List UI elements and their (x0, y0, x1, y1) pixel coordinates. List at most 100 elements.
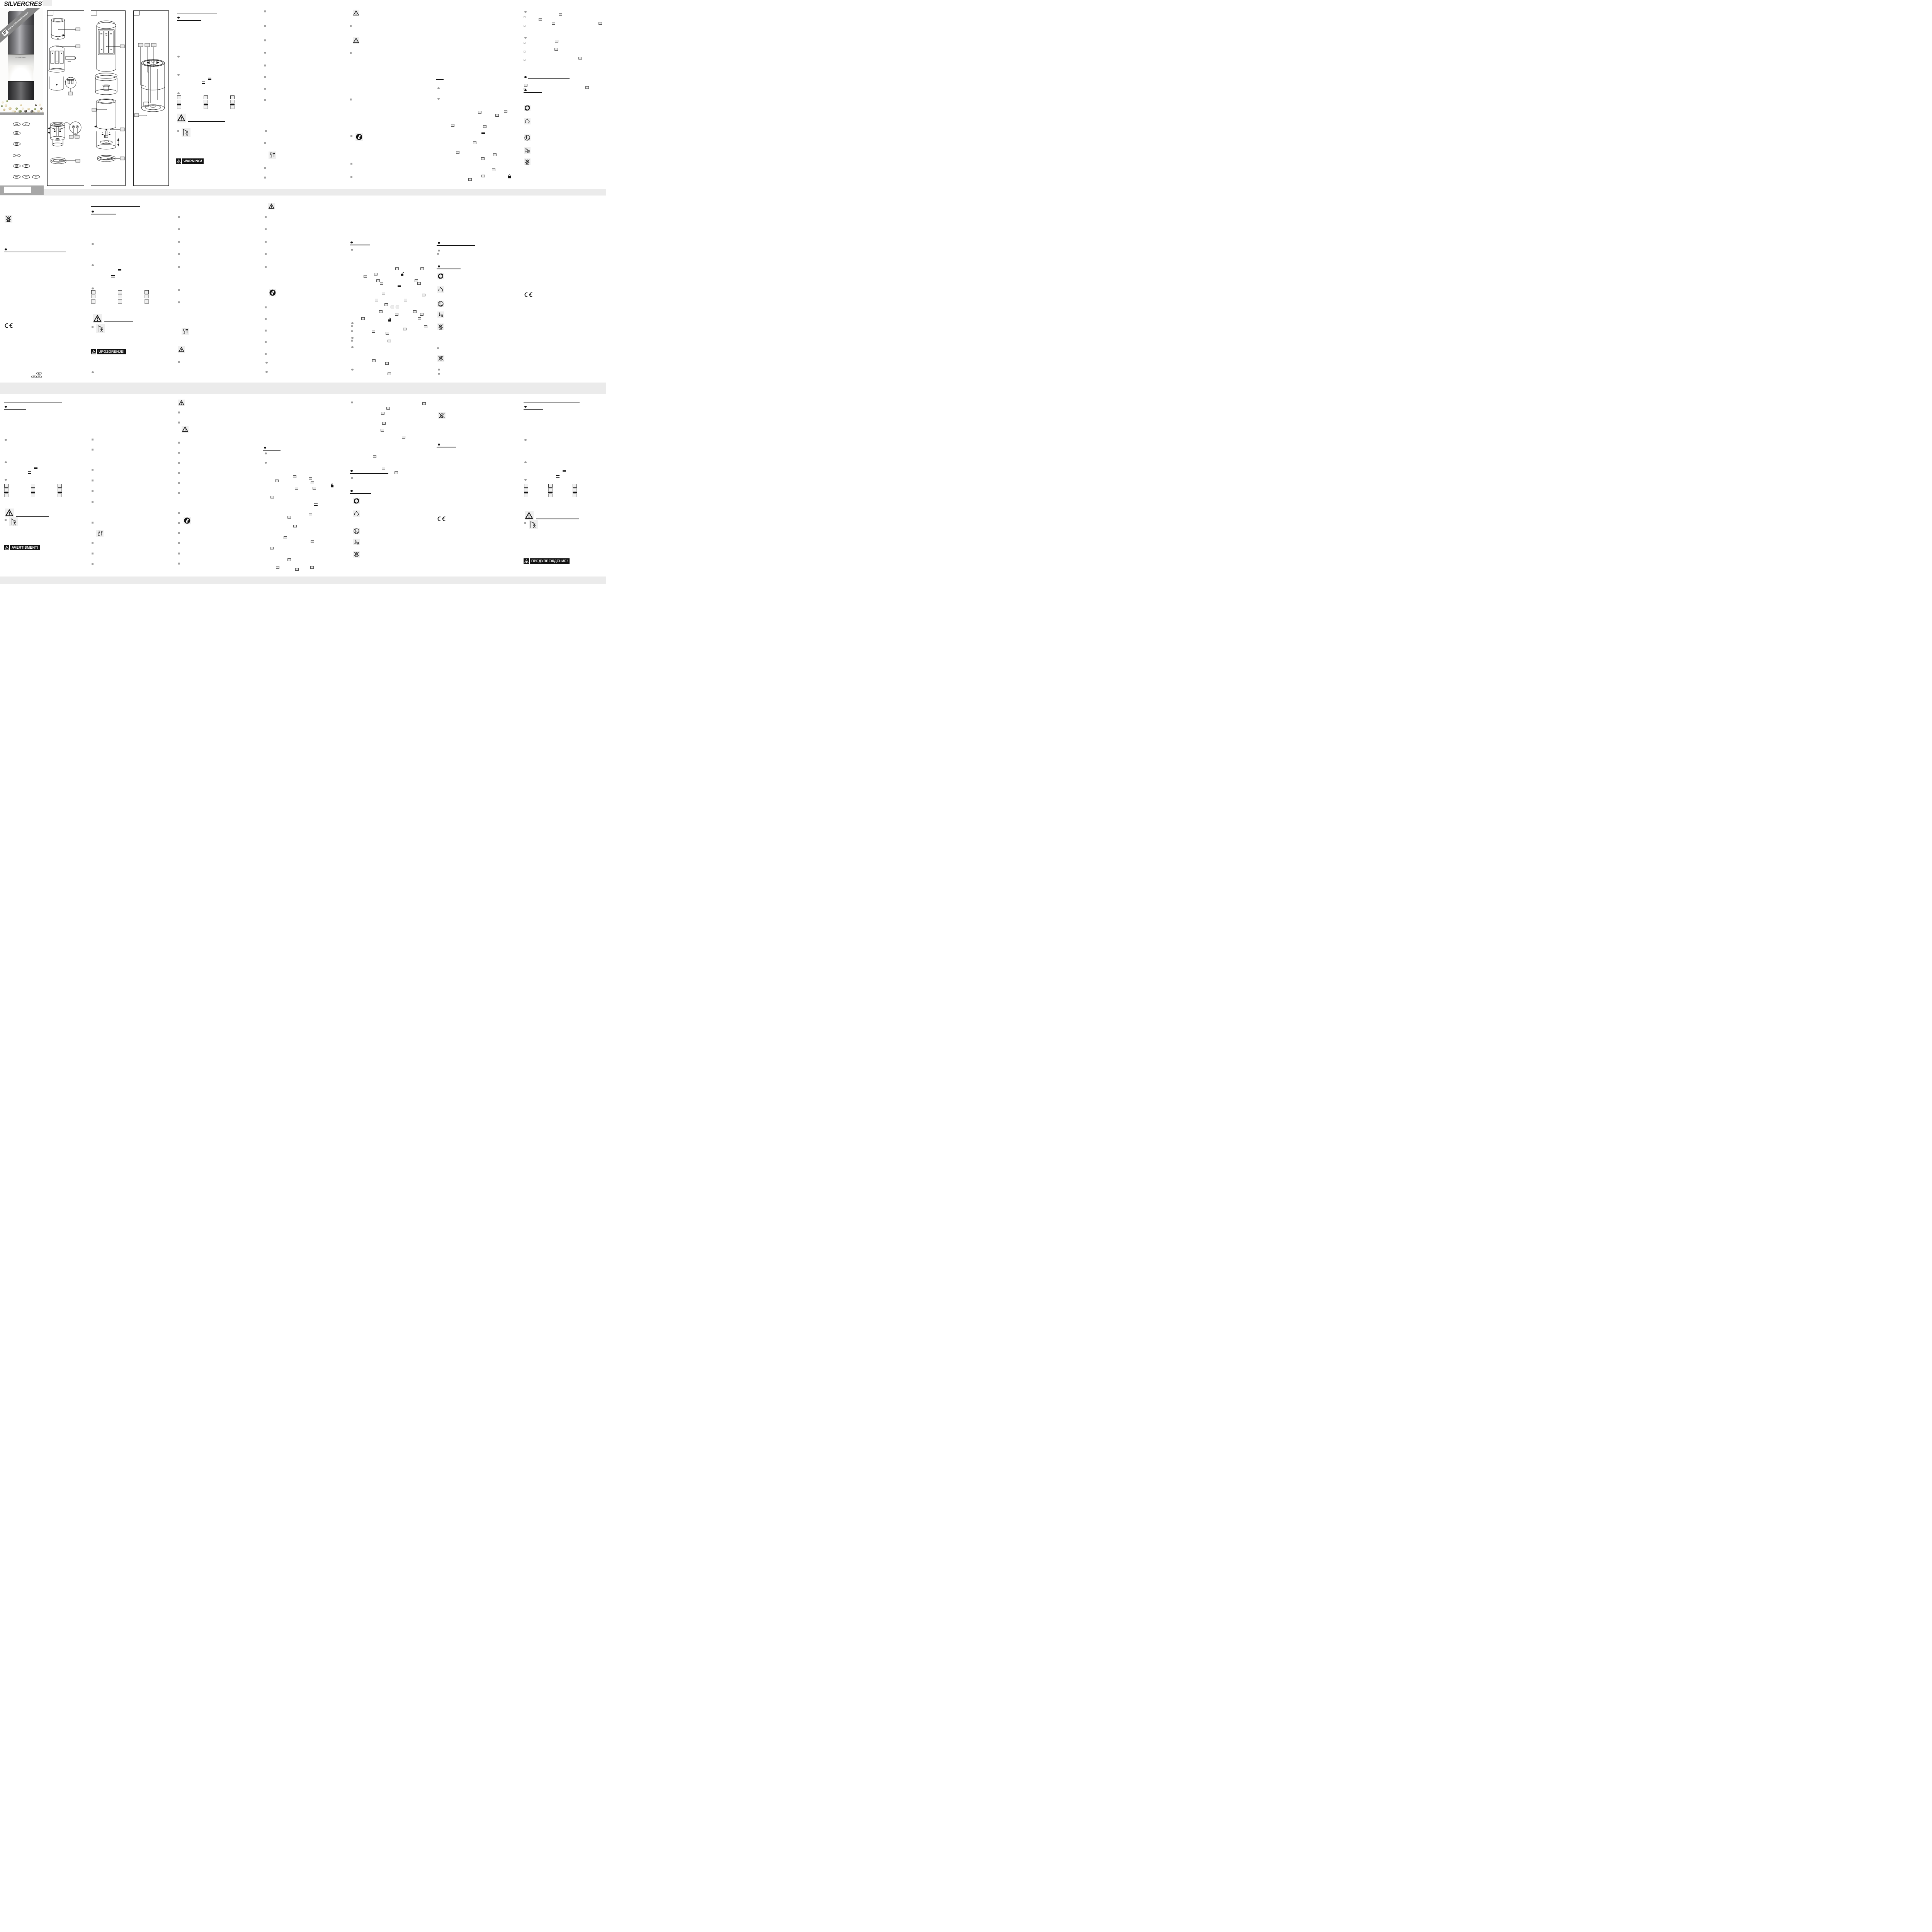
spec-table-fragment (548, 484, 553, 498)
callout-ref-box (379, 310, 383, 313)
square-bullet (92, 563, 94, 565)
heading-underline (524, 409, 543, 410)
callout-ref-box (396, 306, 399, 308)
figure-a-drawing (48, 18, 82, 164)
square-bullet (92, 501, 94, 503)
spec-table-fragment (573, 484, 577, 498)
heading-underline (350, 493, 371, 494)
dc-voltage-symbol (398, 285, 401, 287)
warning-triangle-icon (268, 203, 275, 209)
peppercorn (6, 100, 8, 102)
ian-number-box (4, 187, 31, 193)
language-pill: GB (13, 122, 20, 126)
child-hazard-icon (529, 520, 538, 529)
callout-ref-box (311, 540, 314, 543)
callout-ref-box (559, 13, 562, 16)
callout-ref-box (420, 313, 423, 316)
section-divider (0, 189, 606, 196)
spec-table-fragment (524, 484, 528, 498)
ce-mark (437, 516, 446, 522)
heading-underline (4, 409, 26, 410)
warning-triangle-icon (178, 346, 185, 353)
bullet-point-muted (92, 264, 94, 266)
square-bullet (437, 253, 439, 255)
heading-rule (524, 402, 580, 403)
brand-logo-text: SilverCrest (4, 1, 46, 7)
square-bullet (437, 347, 439, 349)
callout-ref-box (456, 151, 459, 154)
bullet-point-muted (351, 346, 354, 348)
scan-artifact (43, 0, 52, 6)
warning-triangle-icon (5, 509, 14, 517)
square-bullet (351, 340, 353, 342)
language-pill: BG (13, 154, 20, 157)
crossed-bin-icon (437, 355, 444, 362)
bullet-point-muted (524, 11, 527, 13)
heading-underline (16, 516, 49, 517)
figure-tab-a (47, 10, 53, 15)
spec-table-fragment (4, 484, 9, 498)
square-bullet (265, 318, 267, 320)
peppercorn (9, 107, 12, 110)
callout-ref-box (578, 57, 582, 60)
square-bullet (265, 228, 267, 230)
square-bullet (178, 442, 180, 444)
square-bullet (178, 361, 180, 363)
peppercorn (3, 109, 5, 111)
callout-ref-box (388, 340, 391, 342)
square-outline-mark (524, 25, 526, 27)
callout-ref-box (313, 487, 316, 490)
square-bullet (265, 353, 267, 355)
bullet-point (5, 406, 7, 408)
callout-ref-box (422, 294, 425, 296)
callout-ref-box (554, 48, 558, 51)
square-bullet (178, 472, 180, 474)
callout-ref-box (481, 175, 485, 177)
dc-voltage-symbol (208, 78, 211, 80)
square-bullet (178, 542, 180, 544)
callout-ref-box (309, 514, 312, 516)
bullet-point (92, 211, 94, 213)
square-bullet (264, 65, 266, 66)
square-bullet (265, 241, 267, 243)
peppercorn (27, 108, 30, 110)
warning-badge: WARNING! (176, 158, 204, 164)
peppercorn (5, 104, 7, 107)
square-bullet (264, 167, 266, 169)
spec-table-fragment (58, 484, 62, 498)
callout-ref-box (422, 402, 426, 405)
square-bullet (178, 228, 180, 230)
weee-bin-icon (437, 323, 444, 330)
ian-bar: RO GR CY (0, 185, 44, 378)
square-bullet (178, 241, 180, 243)
bullet-point-muted (437, 87, 440, 89)
callout-ref-box (555, 40, 558, 43)
dc-voltage-symbol (28, 471, 31, 474)
bullet-point (524, 89, 527, 91)
square-bullet (92, 439, 94, 440)
language-pill-row: BG (13, 154, 20, 157)
callout-ref-box (395, 471, 398, 474)
recycle-triangle-icon (353, 510, 360, 517)
square-bullet (177, 130, 179, 132)
bullet-point-muted (177, 56, 180, 58)
peppercorn (39, 104, 41, 106)
spec-table-fragment (145, 290, 149, 304)
lock-icon (330, 483, 334, 488)
bullet-point-muted (265, 362, 268, 364)
bullet-point-muted (438, 250, 440, 252)
square-bullet (92, 449, 94, 451)
callout-ref-box (382, 422, 386, 425)
square-bullet (178, 522, 180, 524)
heading-underline (437, 245, 475, 246)
square-bullet (351, 330, 353, 332)
brand-logo: SilverCrest® (4, 1, 47, 8)
square-bullet (92, 553, 94, 554)
square-bullet (264, 177, 266, 179)
callout-ref-box (293, 525, 297, 527)
callout-ref-box (385, 362, 389, 365)
green-dot-icon (437, 273, 444, 279)
peppercorn (20, 104, 22, 106)
callout-ref-box (403, 328, 406, 330)
callout-ref-box (382, 467, 385, 469)
